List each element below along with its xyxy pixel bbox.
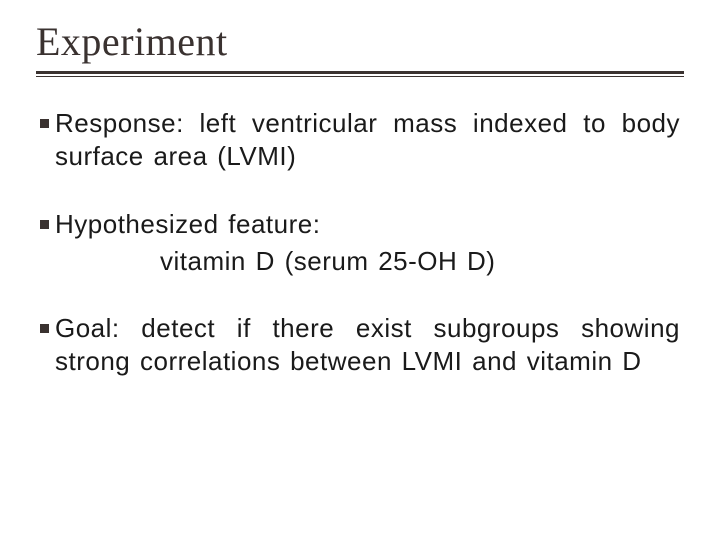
slide: Experiment Response: left ventricular ma…	[0, 0, 720, 540]
bullet-text: Goal: detect if there exist subgroups sh…	[55, 312, 680, 379]
rule-thick	[36, 71, 684, 74]
bullet-item: Goal: detect if there exist subgroups sh…	[40, 312, 680, 379]
bullet-square-icon	[40, 324, 49, 333]
bullet-item: Hypothesized feature:	[40, 208, 680, 241]
slide-title: Experiment	[36, 18, 684, 65]
bullet-square-icon	[40, 220, 49, 229]
bullet-item: Response: left ventricular mass indexed …	[40, 107, 680, 174]
bullet-square-icon	[40, 119, 49, 128]
title-rule	[36, 71, 684, 77]
rule-thin	[36, 76, 684, 77]
bullet-text: Response: left ventricular mass indexed …	[55, 107, 680, 174]
bullet-text: Hypothesized feature:	[55, 208, 320, 241]
bullet-subline: vitamin D (serum 25-OH D)	[160, 245, 680, 278]
slide-body: Response: left ventricular mass indexed …	[36, 107, 684, 379]
